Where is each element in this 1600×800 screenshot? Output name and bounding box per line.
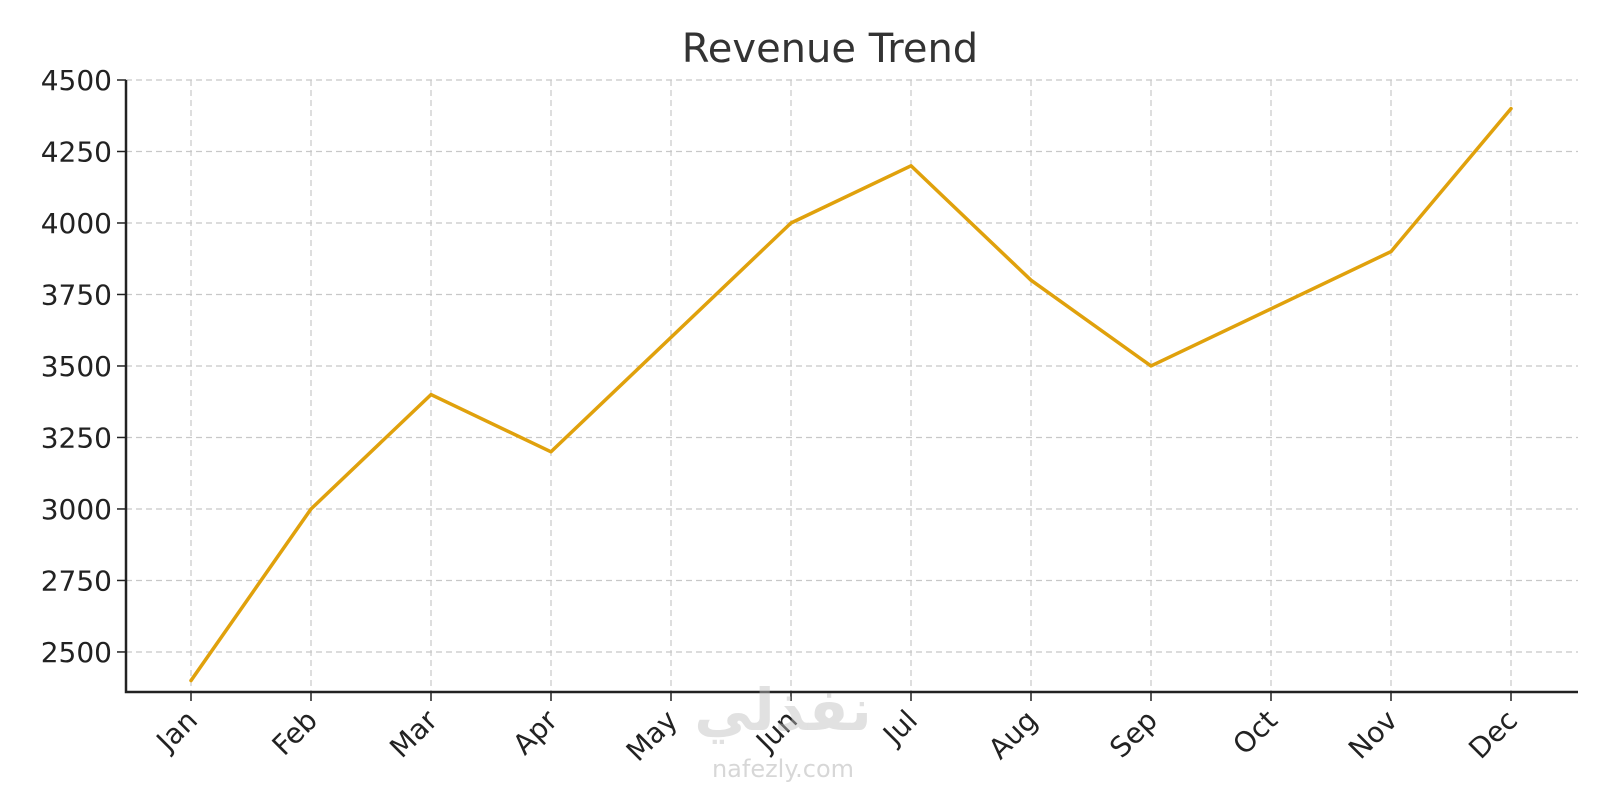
x-tick-label: Sep [1103, 704, 1164, 765]
axes [117, 79, 1578, 701]
y-tick-label: 2500 [41, 636, 112, 669]
y-tick-label: 4500 [41, 64, 112, 97]
y-tick-label: 4250 [41, 135, 112, 168]
y-tick-labels: 2500 2750 3000 3250 3500 3750 4000 4250 4500 [41, 64, 112, 669]
x-tick-label: Feb [266, 704, 324, 762]
x-tick-label: Nov [1342, 704, 1404, 766]
watermark-arabic: نفذلي [694, 676, 871, 744]
y-tick-label: 3000 [41, 493, 112, 526]
y-tick-label: 3500 [41, 350, 112, 383]
y-tick-label: 4000 [41, 207, 112, 240]
watermark-url: nafezly.com [712, 755, 854, 783]
x-tick-label: Apr [506, 703, 564, 761]
y-tick-label: 3250 [41, 421, 112, 454]
x-tick-label: Jul [875, 704, 924, 753]
x-tick-label: Aug [982, 704, 1044, 766]
grid-lines [126, 79, 1578, 692]
chart-title: Revenue Trend [682, 26, 978, 72]
watermark-logo: نفذلي nafezly.com [694, 676, 871, 783]
x-tick-label: Mar [383, 703, 444, 764]
x-tick-label: Jan [149, 704, 204, 759]
y-tick-label: 3750 [41, 278, 112, 311]
series-line [189, 106, 1513, 683]
series [189, 106, 1513, 683]
axis-spines [124, 80, 1578, 694]
x-tick-label: Dec [1462, 704, 1524, 766]
x-tick-label: May [620, 704, 684, 768]
y-tick-label: 2750 [41, 564, 112, 597]
x-tick-label: Oct [1226, 704, 1284, 762]
